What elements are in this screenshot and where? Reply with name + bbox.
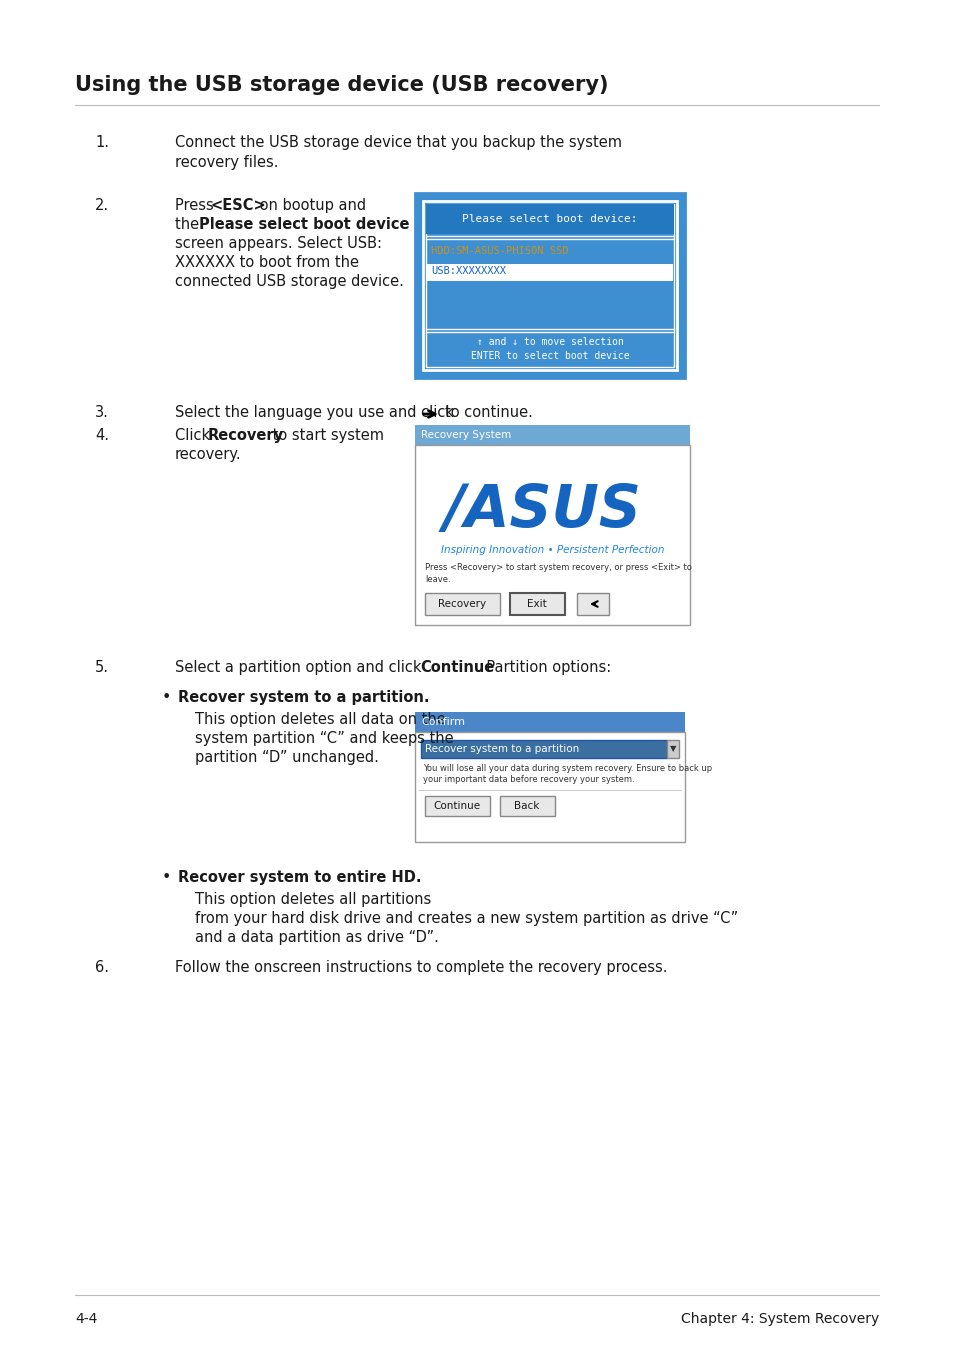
Text: Continue: Continue	[419, 660, 494, 674]
Text: Chapter 4: System Recovery: Chapter 4: System Recovery	[680, 1312, 878, 1326]
Text: •: •	[162, 689, 172, 706]
Text: ®: ®	[619, 483, 630, 493]
Text: . Partition options:: . Partition options:	[476, 660, 611, 674]
Text: the: the	[174, 217, 204, 232]
Bar	[415, 193, 684, 379]
Text: to continue.: to continue.	[444, 404, 533, 421]
Text: Select a partition option and click: Select a partition option and click	[174, 660, 426, 674]
Text: on bootup and: on bootup and	[254, 198, 366, 213]
Bar	[510, 593, 564, 615]
Text: system partition “C” and keeps the: system partition “C” and keeps the	[194, 731, 453, 746]
Text: Confirm: Confirm	[420, 716, 464, 727]
Bar	[420, 740, 666, 759]
Text: Recover system to a partition: Recover system to a partition	[424, 744, 578, 754]
Bar	[666, 740, 679, 759]
Text: Connect the USB storage device that you backup the system: Connect the USB storage device that you …	[174, 134, 621, 151]
Text: from your hard disk drive and creates a new system partition as drive “C”: from your hard disk drive and creates a …	[194, 911, 738, 925]
Bar	[424, 593, 499, 615]
Text: Exit: Exit	[527, 598, 546, 609]
Text: Recovery System: Recovery System	[420, 430, 511, 440]
Bar	[424, 797, 490, 816]
Text: Press <Recovery> to start system recovery, or press <Exit> to: Press <Recovery> to start system recover…	[424, 563, 691, 573]
Text: USB:XXXXXXXX: USB:XXXXXXXX	[431, 266, 505, 275]
Bar	[422, 201, 677, 370]
Text: and a data partition as drive “D”.: and a data partition as drive “D”.	[194, 930, 438, 944]
Bar	[415, 445, 689, 626]
Text: ↑ and ↓ to move selection: ↑ and ↓ to move selection	[476, 337, 622, 347]
Text: Press: Press	[174, 198, 218, 213]
Bar	[577, 593, 608, 615]
Text: partition “D” unchanged.: partition “D” unchanged.	[194, 750, 378, 765]
Text: You will lose all your data during system recovery. Ensure to back up: You will lose all your data during syste…	[422, 764, 711, 773]
Text: Back: Back	[514, 801, 539, 811]
Text: HDD:SM-ASUS-PHISON SSD: HDD:SM-ASUS-PHISON SSD	[431, 246, 568, 256]
Text: to start system: to start system	[268, 427, 384, 442]
Text: Please select boot device: Please select boot device	[199, 217, 409, 232]
Bar	[426, 204, 673, 366]
Bar	[426, 204, 673, 233]
Text: <ESC>: <ESC>	[211, 198, 267, 213]
Text: recovery.: recovery.	[174, 446, 241, 461]
Text: Recover system to a partition.: Recover system to a partition.	[178, 689, 429, 706]
Text: Select the language you use and click: Select the language you use and click	[174, 404, 454, 421]
Text: /ASUS: /ASUS	[443, 482, 640, 539]
Text: Inspiring Innovation • Persistent Perfection: Inspiring Innovation • Persistent Perfec…	[440, 546, 663, 555]
Text: leave.: leave.	[424, 575, 450, 584]
Text: 5.: 5.	[95, 660, 109, 674]
Text: Please select boot device:: Please select boot device:	[462, 214, 638, 224]
Text: This option deletes all data on the: This option deletes all data on the	[194, 712, 445, 727]
Text: Using the USB storage device (USB recovery): Using the USB storage device (USB recove…	[75, 75, 608, 95]
Text: This option deletes all partitions: This option deletes all partitions	[194, 892, 431, 906]
Text: Recover system to entire HD.: Recover system to entire HD.	[178, 870, 421, 885]
Text: XXXXXX to boot from the: XXXXXX to boot from the	[174, 255, 358, 270]
Text: screen appears. Select USB:: screen appears. Select USB:	[174, 236, 381, 251]
Text: Click: Click	[174, 427, 214, 442]
Text: Recovery: Recovery	[208, 427, 284, 442]
Text: 6.: 6.	[95, 959, 109, 974]
Text: connected USB storage device.: connected USB storage device.	[174, 274, 403, 289]
Text: 2.: 2.	[95, 198, 109, 213]
Text: 4.: 4.	[95, 427, 109, 442]
Text: •: •	[162, 870, 172, 885]
Text: Continue: Continue	[433, 801, 480, 811]
Text: your important data before recovery your system.: your important data before recovery your…	[422, 775, 634, 784]
Bar	[499, 797, 555, 816]
Text: ▼: ▼	[669, 745, 676, 753]
Text: 3.: 3.	[95, 404, 109, 421]
Bar	[427, 265, 672, 281]
Text: ENTER to select boot device: ENTER to select boot device	[470, 351, 629, 361]
Text: 1.: 1.	[95, 134, 109, 151]
Text: 4-4: 4-4	[75, 1312, 97, 1326]
Bar	[415, 425, 689, 445]
Text: Follow the onscreen instructions to complete the recovery process.: Follow the onscreen instructions to comp…	[174, 959, 667, 974]
Text: recovery files.: recovery files.	[174, 155, 278, 170]
Bar	[415, 712, 684, 731]
Text: Recovery: Recovery	[437, 598, 485, 609]
Bar	[415, 731, 684, 841]
